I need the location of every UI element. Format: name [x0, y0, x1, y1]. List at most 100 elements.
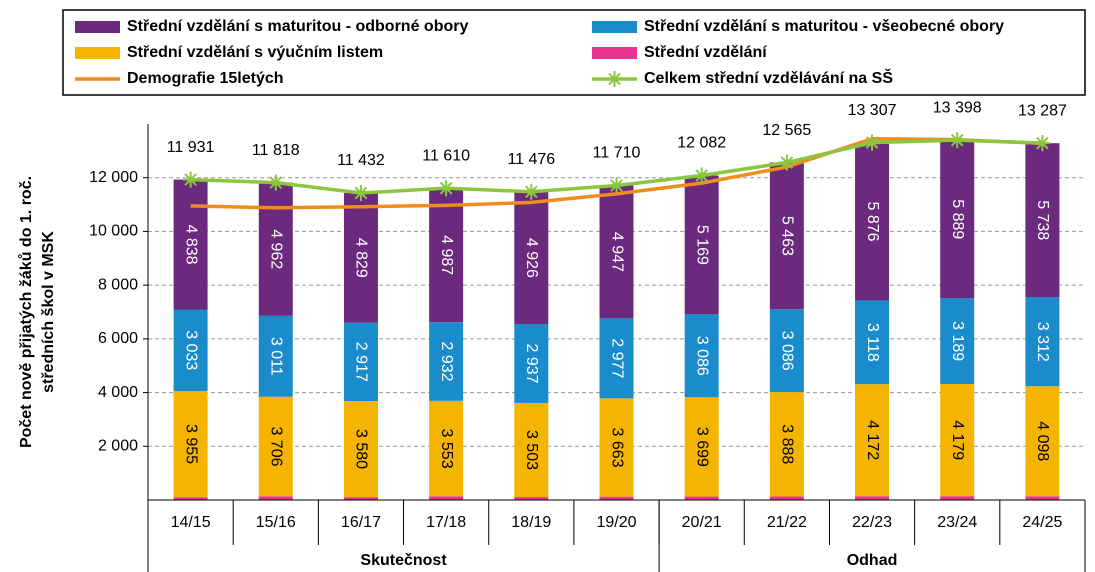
- y-axis-label: Počet nově přijatých žáků do 1. roč.: [18, 176, 35, 448]
- data-label: 3 955: [182, 424, 199, 464]
- legend-swatch: [592, 21, 637, 33]
- legend-label: Celkem střední vzdělávání na SŠ: [644, 68, 893, 87]
- bar-segment: [684, 314, 719, 398]
- total-label: 11 710: [593, 145, 641, 162]
- x-tick-label: 24/25: [1022, 514, 1062, 531]
- bar-segment: [258, 182, 293, 316]
- x-tick-label: 14/15: [171, 514, 211, 531]
- x-tick-label: 23/24: [937, 514, 977, 531]
- marker: [438, 180, 455, 197]
- total-label: 13 287: [1018, 102, 1067, 119]
- total-label: 11 432: [337, 152, 385, 169]
- legend-label: Střední vzdělání s výučním listem: [127, 44, 383, 61]
- group-label: Odhad: [847, 552, 898, 569]
- data-label: 4 098: [1034, 421, 1051, 461]
- data-label: 3 189: [949, 321, 966, 361]
- marker: [182, 171, 199, 188]
- bar-segment: [855, 384, 890, 497]
- bar-segment: [1025, 496, 1060, 500]
- bar-segment: [769, 392, 804, 497]
- marker: [949, 132, 966, 149]
- data-label: 5 738: [1034, 200, 1051, 240]
- bar-segment: [514, 402, 549, 498]
- y-tick-label: 4 000: [98, 384, 138, 401]
- x-tick-label: 21/22: [767, 514, 807, 531]
- data-label: 3 699: [693, 427, 710, 467]
- data-label: 2 917: [353, 342, 370, 382]
- bar-segment: [514, 324, 549, 403]
- legend-marker: [606, 71, 623, 87]
- legend-swatch: [75, 47, 120, 59]
- x-tick-label: 15/16: [256, 514, 296, 531]
- data-label: 3 118: [864, 323, 881, 362]
- bar-segment: [940, 383, 975, 497]
- data-label: 3 011: [268, 337, 285, 376]
- marker: [352, 184, 369, 201]
- bar-segment: [343, 192, 378, 323]
- bar-segment: [514, 497, 549, 500]
- bar-segment: [599, 398, 634, 497]
- marker: [523, 183, 540, 200]
- bar-segment: [429, 188, 464, 323]
- bar-segment: [173, 390, 208, 498]
- bar-segment: [429, 400, 464, 497]
- data-label: 5 876: [864, 202, 881, 242]
- data-label: 4 838: [182, 225, 199, 265]
- y-tick-label: 2 000: [98, 438, 138, 455]
- data-label: 3 553: [438, 429, 455, 469]
- line: [190, 137, 1043, 210]
- total-label: 11 476: [507, 151, 555, 168]
- data-label: 5 889: [949, 199, 966, 239]
- bar-segment: [173, 179, 208, 310]
- y-axis-label: středních škol v MSK: [40, 231, 57, 393]
- data-label: 4 962: [268, 229, 285, 269]
- bar-segment: [684, 496, 719, 500]
- marker: [864, 134, 881, 151]
- bar-segment: [343, 401, 378, 498]
- data-label: 3 086: [779, 331, 796, 371]
- bar-segment: [769, 309, 804, 393]
- data-label: 3 503: [523, 430, 540, 470]
- x-tick-label: 19/20: [596, 514, 636, 531]
- bar-segment: [258, 496, 293, 500]
- bar-segment: [855, 142, 890, 301]
- x-tick-label: 16/17: [341, 514, 381, 531]
- bar-segment: [855, 496, 890, 500]
- data-label: 3 888: [779, 424, 796, 464]
- bar-segment: [599, 496, 634, 500]
- bar-segment: [684, 397, 719, 497]
- y-tick-label: 10 000: [89, 223, 138, 240]
- data-label: 3 580: [353, 429, 370, 469]
- bar-segment: [940, 496, 975, 500]
- bar-segment: [173, 497, 208, 500]
- legend-label: Střední vzdělání: [644, 44, 767, 61]
- bar-segment: [173, 309, 208, 391]
- marker: [778, 154, 795, 171]
- total-label: 11 818: [252, 142, 300, 159]
- legend-swatch: [75, 21, 120, 33]
- group-label: Skutečnost: [360, 552, 447, 569]
- y-tick-label: 8 000: [98, 276, 138, 293]
- data-label: 2 932: [438, 341, 455, 381]
- data-label: 2 977: [608, 338, 625, 378]
- data-label: 4 987: [438, 235, 455, 275]
- data-label: 3 312: [1034, 322, 1051, 362]
- marker: [693, 167, 710, 184]
- total-label: 13 307: [848, 102, 897, 119]
- bar-segment: [769, 162, 804, 310]
- bar-segment: [855, 300, 890, 385]
- bar-segment: [599, 318, 634, 399]
- bar-segment: [1025, 143, 1060, 298]
- x-tick-label: 22/23: [852, 514, 892, 531]
- data-label: 4 179: [949, 420, 966, 460]
- legend-swatch: [592, 47, 637, 59]
- bar-segment: [599, 185, 634, 319]
- legend-label: Střední vzdělání s maturitou - odborné o…: [127, 18, 468, 35]
- bar-segment: [258, 315, 293, 397]
- data-label: 4 947: [608, 232, 625, 272]
- data-label: 3 706: [268, 426, 285, 466]
- bar-segment: [684, 175, 719, 315]
- bar-segment: [769, 496, 804, 500]
- bar-segment: [514, 191, 549, 325]
